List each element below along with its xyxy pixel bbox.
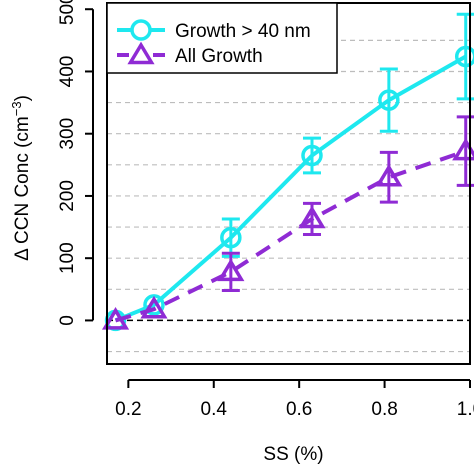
y-tick-label: 200 <box>57 180 78 212</box>
y-tick-label: 100 <box>57 242 78 274</box>
legend-item-1: All Growth <box>117 41 263 67</box>
series-1 <box>101 115 474 330</box>
x-tick-label: 1.0 <box>457 399 474 420</box>
legend-label: Growth > 40 nm <box>175 21 311 42</box>
y-axis-title-close: ) <box>12 95 33 101</box>
y-axis-title-main: Δ CCN Conc (cm <box>12 116 33 261</box>
x-axis-title: SS (%) <box>263 444 323 465</box>
data-point-triangle <box>140 295 168 319</box>
legend-label: All Growth <box>175 46 263 67</box>
x-tick-label: 0.6 <box>286 399 312 420</box>
legend-marker-circle <box>130 19 152 41</box>
y-axis-title-exponent: −3 <box>9 101 24 116</box>
y-tick-label: 300 <box>57 118 78 150</box>
x-tick-label: 0.2 <box>115 399 141 420</box>
x-tick-label: 0.4 <box>201 399 228 420</box>
series-layer <box>101 12 474 332</box>
data-point-circle <box>301 144 323 167</box>
data-point-circle <box>454 45 474 68</box>
x-axis: 0.2 0.4 0.6 0.8 1.0 <box>115 379 474 420</box>
legend: Growth > 40 nm All Growth <box>106 2 338 74</box>
data-point-triangle <box>217 258 245 282</box>
series-line <box>114 54 467 323</box>
y-tick-label: 0 <box>57 315 78 326</box>
y-axis: 0 100 200 300 400 500 <box>57 0 94 326</box>
y-tick-label: 500 <box>57 0 78 25</box>
y-axis-title: Δ CCN Conc (cm−3) <box>9 95 33 261</box>
data-point-triangle <box>101 307 130 330</box>
data-point-triangle <box>375 163 403 187</box>
data-point-circle <box>220 226 242 249</box>
y-tick-label: 400 <box>57 56 78 88</box>
legend-marker-triangle <box>127 41 155 65</box>
legend-item-0: Growth > 40 nm <box>117 19 311 42</box>
data-point-triangle <box>298 205 326 229</box>
x-tick-label: 0.8 <box>371 399 397 420</box>
data-point-circle <box>378 89 400 111</box>
